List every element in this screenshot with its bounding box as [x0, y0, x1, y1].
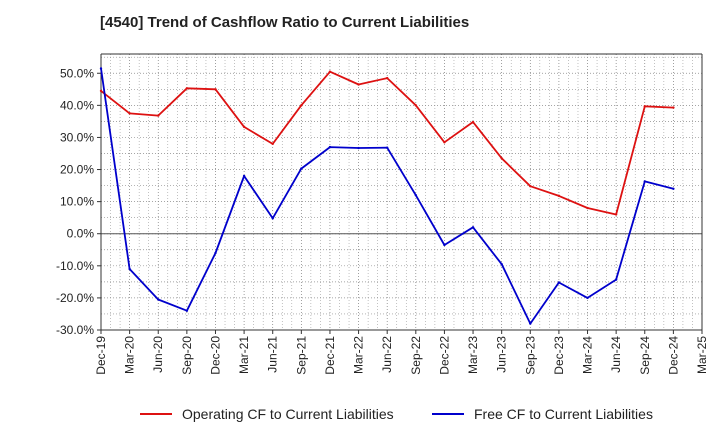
y-tick-label: 0.0% [67, 227, 95, 241]
x-tick-label: Mar-25 [695, 336, 709, 374]
data-point [357, 83, 360, 86]
data-point [128, 112, 131, 115]
x-tick-label: Sep-20 [180, 336, 194, 375]
x-tick-label: Jun-20 [151, 336, 165, 373]
x-tick-label: Sep-21 [294, 336, 308, 375]
data-point [529, 185, 532, 188]
data-point [614, 278, 618, 281]
x-tick-label: Sep-22 [409, 336, 423, 375]
x-tick-label: Dec-20 [208, 336, 222, 375]
x-tick-label: Dec-24 [666, 336, 680, 375]
data-point [157, 298, 160, 301]
data-point [328, 70, 332, 73]
x-tick-label: Sep-23 [523, 336, 537, 375]
data-point [300, 167, 303, 170]
data-point [414, 104, 418, 107]
plot-area [101, 54, 702, 330]
data-point [385, 146, 389, 149]
x-tick-label: Dec-21 [323, 336, 337, 375]
x-tick-label: Mar-21 [237, 336, 251, 374]
y-tick-label: 30.0% [60, 130, 94, 144]
legend-label-1: Operating CF to Current Liabilities [182, 406, 394, 422]
x-tick-label: Jun-22 [380, 336, 394, 373]
x-tick-label: Dec-23 [552, 336, 566, 375]
y-tick-label: -20.0% [56, 291, 94, 305]
x-tick-label: Dec-19 [94, 336, 108, 375]
data-point [99, 89, 103, 93]
y-tick-label: -10.0% [56, 259, 94, 273]
data-point [242, 174, 246, 178]
data-point [500, 263, 503, 266]
data-point [271, 142, 274, 146]
data-point [529, 322, 532, 325]
data-point [99, 67, 103, 70]
data-point [385, 76, 389, 80]
data-point [242, 125, 246, 129]
x-tick-label: Mar-20 [123, 336, 137, 374]
data-point [157, 114, 160, 117]
data-point [214, 251, 217, 255]
data-point [557, 194, 561, 198]
x-tick-label: Mar-23 [466, 336, 480, 374]
data-point [414, 194, 418, 197]
data-point [672, 187, 675, 190]
x-tick-label: Jun-24 [609, 336, 623, 373]
x-tick-label: Jun-23 [495, 336, 509, 373]
data-point [128, 267, 131, 271]
data-point [271, 217, 274, 220]
data-point [586, 206, 589, 210]
x-tick-label: Dec-22 [437, 336, 451, 375]
y-tick-label: 20.0% [60, 163, 94, 177]
x-tick-label: Jun-21 [266, 336, 280, 373]
x-tick-label: Mar-24 [581, 336, 595, 374]
data-point [357, 146, 360, 150]
data-point [214, 88, 217, 91]
data-point [557, 281, 561, 284]
data-point [185, 309, 189, 312]
data-point [471, 226, 475, 229]
data-point [614, 213, 618, 216]
data-point [500, 157, 503, 160]
data-point [443, 141, 446, 144]
y-tick-label: -30.0% [56, 323, 94, 337]
legend-label-2: Free CF to Current Liabilities [474, 406, 653, 422]
data-point [443, 243, 446, 247]
data-point [643, 105, 646, 108]
data-point [672, 106, 675, 109]
data-point [300, 104, 303, 107]
x-tick-label: Mar-22 [352, 336, 366, 374]
data-point [328, 145, 332, 149]
data-point [471, 120, 475, 124]
y-tick-label: 10.0% [60, 195, 94, 209]
chart-title: [4540] Trend of Cashflow Ratio to Curren… [100, 14, 470, 31]
x-tick-label: Sep-24 [638, 336, 652, 375]
data-point [643, 180, 646, 183]
y-tick-label: 50.0% [60, 66, 94, 80]
data-point [185, 87, 189, 90]
y-tick-label: 40.0% [60, 98, 94, 112]
data-point [586, 296, 589, 300]
